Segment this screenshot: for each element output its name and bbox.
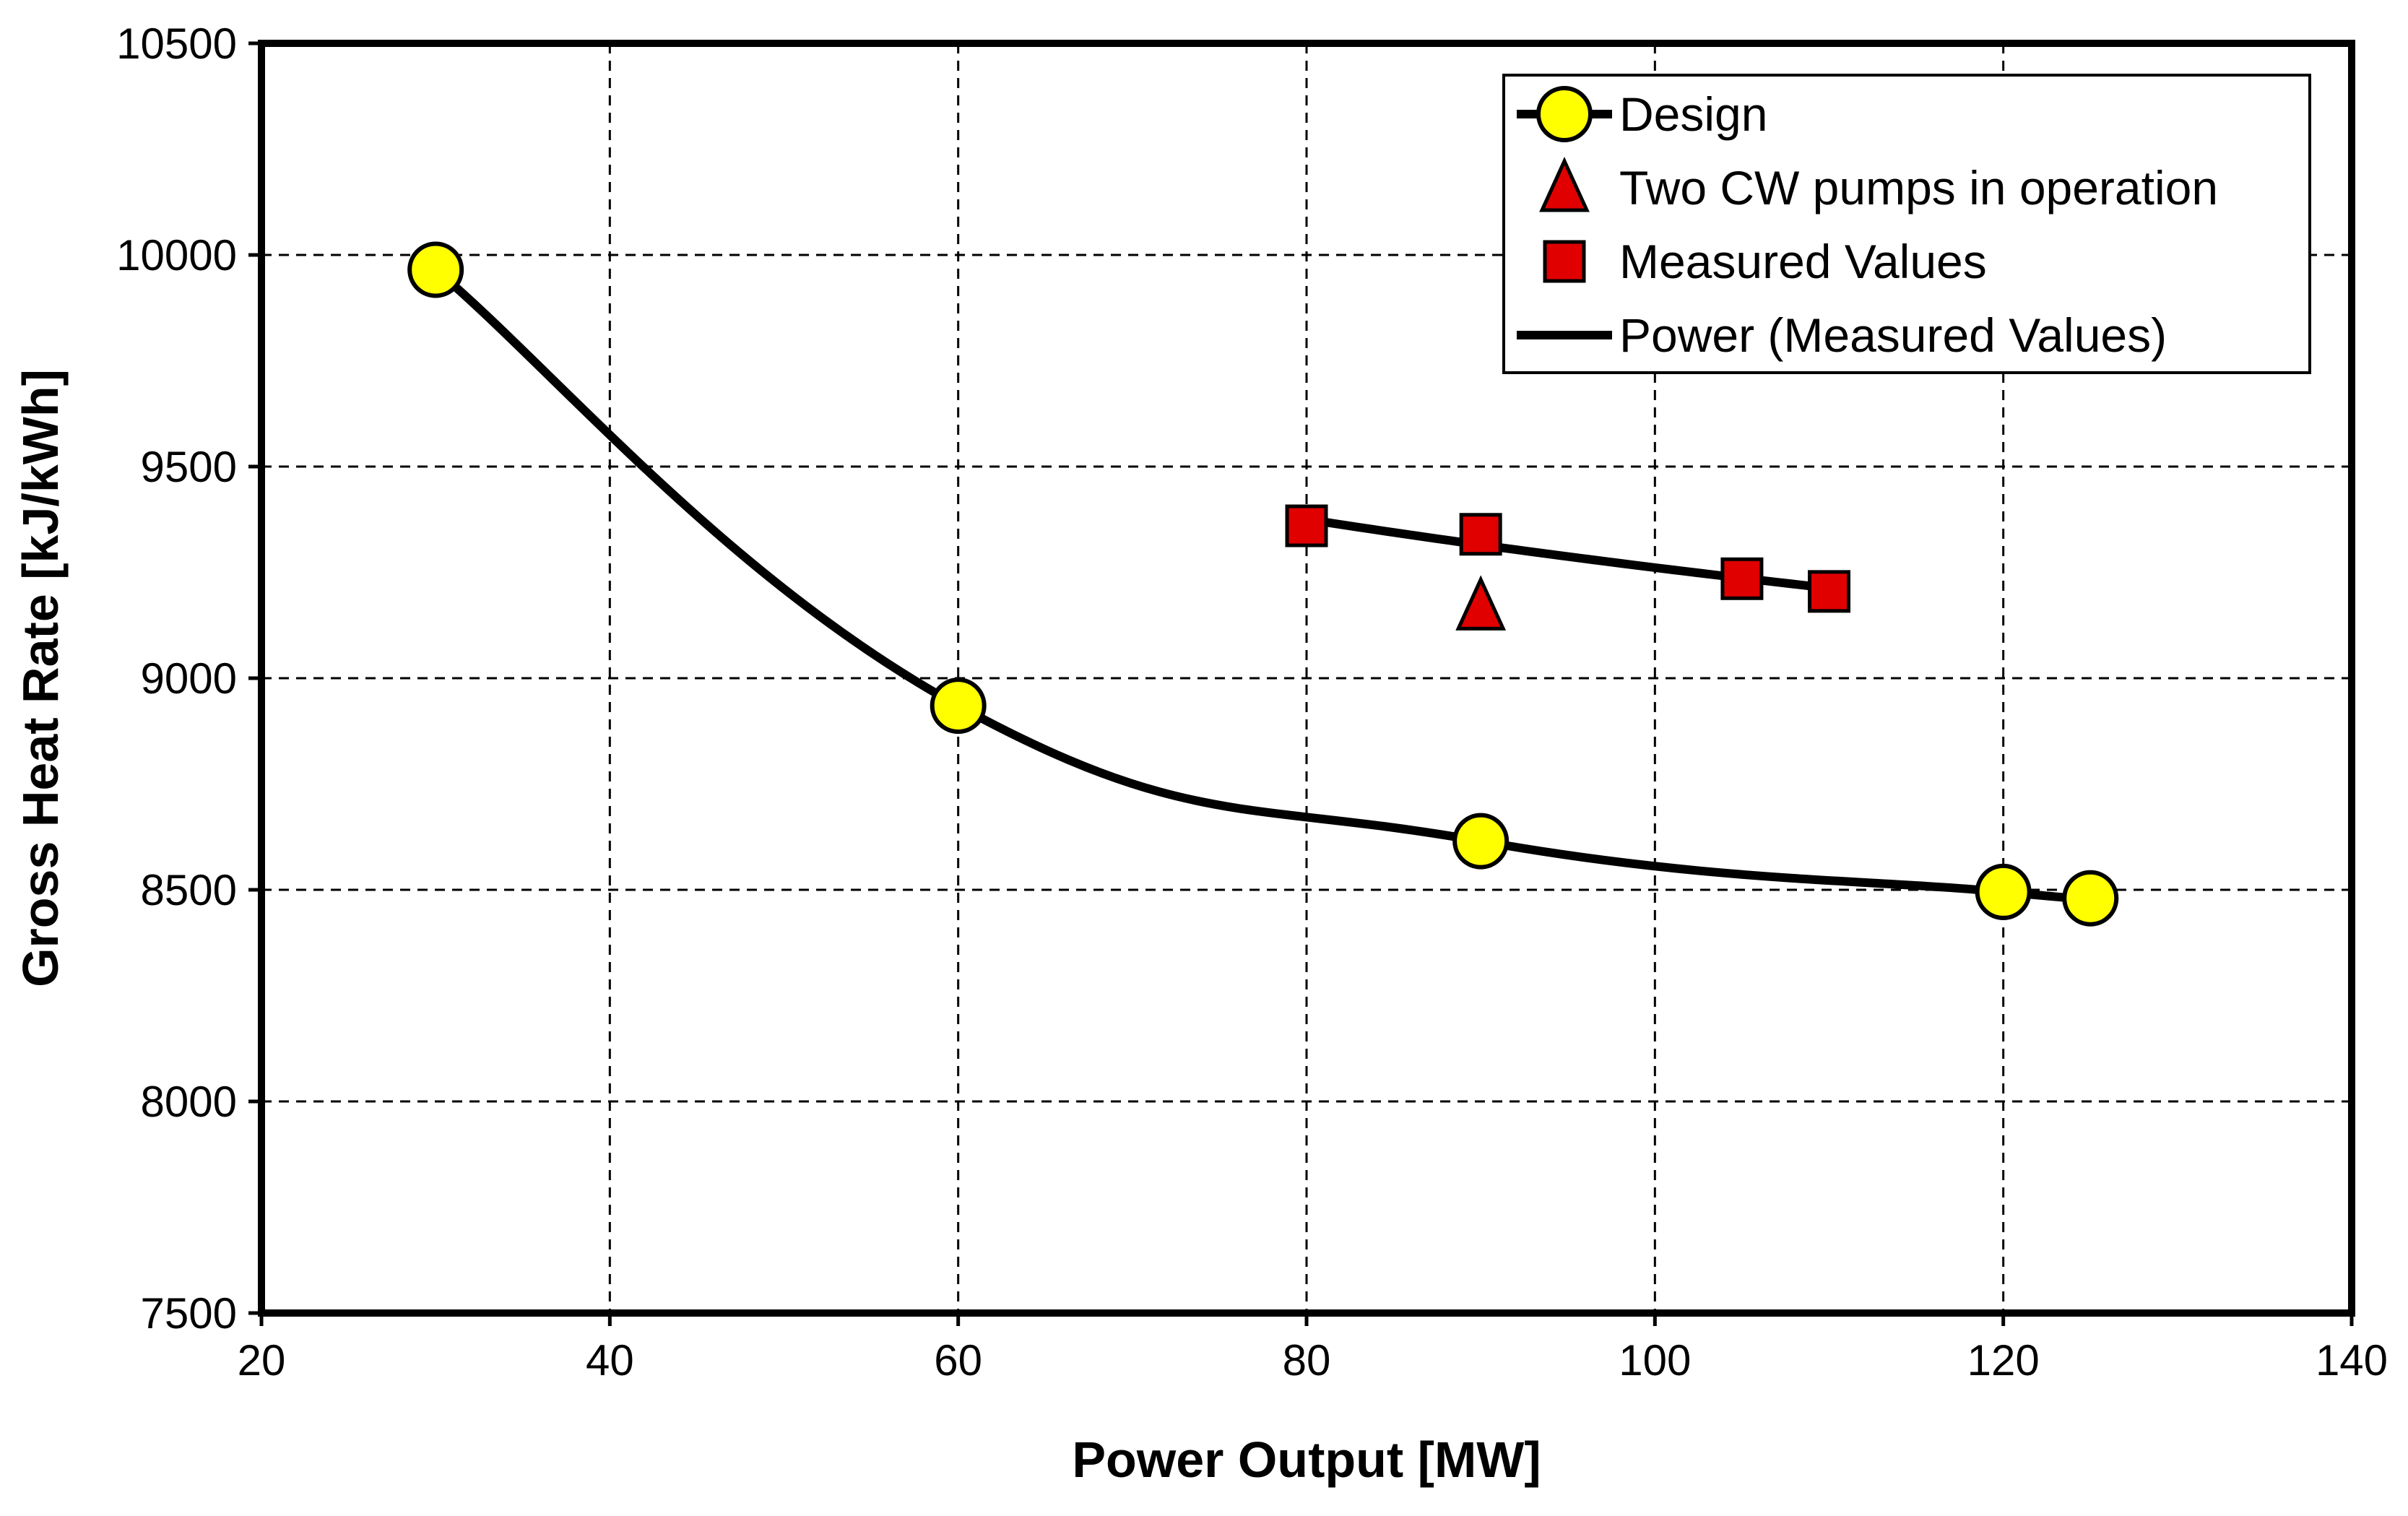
measured-value-point xyxy=(1459,513,1502,556)
legend: Design Two CW pumps in operation Measured … xyxy=(1502,74,2311,374)
y-tick-label: 9500 xyxy=(141,443,237,491)
x-tick-label: 100 xyxy=(1619,1336,1691,1385)
x-axis-title: Power Output [MW] xyxy=(1072,1431,1541,1488)
y-tick-label: 8000 xyxy=(141,1078,237,1126)
y-tick-label: 8500 xyxy=(141,866,237,914)
x-tick-label: 120 xyxy=(1967,1336,2040,1385)
design-point xyxy=(1452,813,1510,870)
axis-ticks: 20 40 60 80 100 120 140 7500 8000 8500 9000 9500 100… xyxy=(116,20,2388,1385)
y-axis-title: Gross Heat Rate [kJ/kWh] xyxy=(12,369,69,987)
plot-series xyxy=(407,241,2119,927)
legend-box xyxy=(1502,74,2311,374)
legend-triangle-marker xyxy=(1539,156,1590,212)
design-point xyxy=(407,241,464,298)
legend-item: Power (Measured Values) xyxy=(1517,308,2167,362)
legend-label: Power (Measured Values) xyxy=(1619,308,2167,362)
y-tick-label: 10500 xyxy=(116,20,237,68)
legend-label: Design xyxy=(1619,87,1767,141)
y-tick-label: 7500 xyxy=(141,1289,237,1338)
legend-label: Two CW pumps in operation xyxy=(1619,161,2218,215)
y-tick-label: 9000 xyxy=(141,654,237,703)
measured-value-point xyxy=(1808,570,1850,613)
x-tick-label: 80 xyxy=(1283,1336,1331,1385)
x-tick-label: 140 xyxy=(2316,1336,2388,1385)
design-point xyxy=(930,677,987,735)
design-point xyxy=(1975,863,2032,920)
measured-value-point xyxy=(1285,504,1328,547)
x-tick-label: 40 xyxy=(586,1336,634,1385)
legend-square-marker xyxy=(1543,240,1586,283)
x-tick-label: 20 xyxy=(238,1336,286,1385)
legend-circle-marker xyxy=(1536,86,1593,142)
legend-item: Design xyxy=(1517,86,1767,142)
two-cw-pumps-point xyxy=(1455,575,1507,631)
legend-item: Two CW pumps in operation xyxy=(1539,156,2218,215)
measured-value-point xyxy=(1720,557,1764,600)
x-tick-label: 60 xyxy=(934,1336,982,1385)
legend-label: Measured Values xyxy=(1619,235,1987,288)
legend-item: Measured Values xyxy=(1543,235,1987,288)
design-point xyxy=(2062,870,2119,927)
y-tick-label: 10000 xyxy=(116,231,237,280)
